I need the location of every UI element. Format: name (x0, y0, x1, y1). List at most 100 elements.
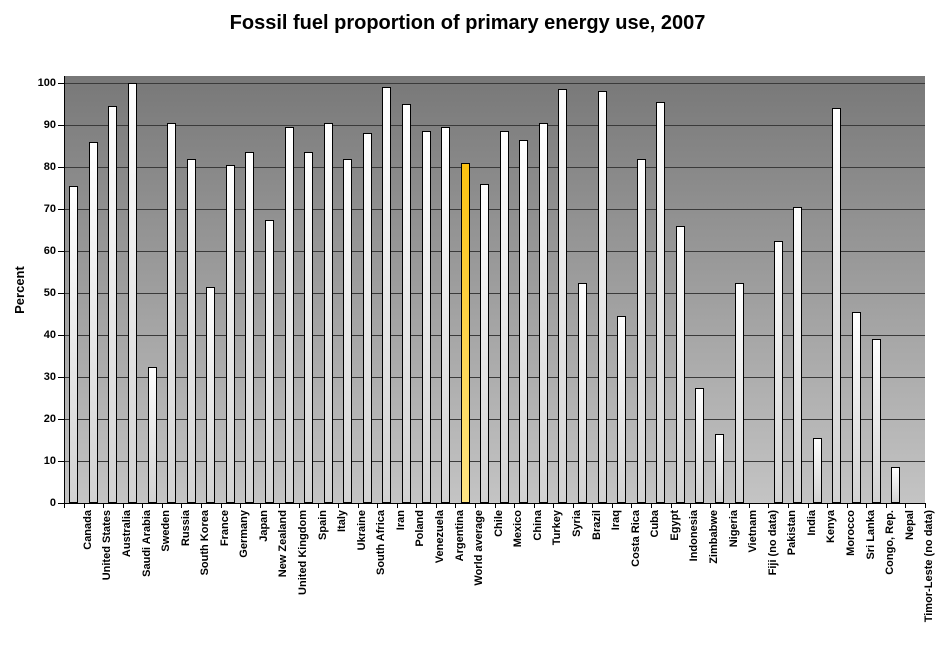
x-axis-tick (670, 503, 672, 508)
x-axis-tick (905, 503, 907, 508)
bar (382, 87, 392, 503)
x-axis-tick (220, 503, 222, 508)
x-tick-label: Vietnam (747, 510, 760, 553)
y-axis-line (64, 76, 65, 504)
bar (362, 133, 372, 503)
bar (323, 122, 333, 503)
x-axis-tick (925, 503, 926, 508)
gridline-30 (64, 377, 925, 378)
bar (167, 122, 177, 503)
y-tick-label: 80 (43, 161, 56, 173)
x-tick-label: Italy (336, 510, 349, 533)
x-tick-label: United Kingdom (297, 510, 310, 595)
x-tick-label: United States (101, 510, 114, 581)
bar (480, 183, 490, 503)
x-axis-tick (259, 503, 261, 508)
x-axis-tick (455, 503, 457, 508)
x-axis-tick (396, 503, 398, 508)
x-axis-tick (181, 503, 183, 508)
x-axis-tick (885, 503, 887, 508)
x-axis-tick (83, 503, 85, 508)
x-axis-tick (768, 503, 770, 508)
bar (636, 158, 646, 503)
bar (773, 240, 783, 503)
gridline-70 (64, 209, 925, 210)
bar (597, 91, 607, 503)
bar (793, 206, 803, 503)
bar (147, 366, 157, 503)
x-tick-label: Costa Rica (629, 510, 642, 567)
bar (832, 108, 842, 503)
gridline-100 (64, 83, 925, 84)
bar (304, 152, 314, 503)
bar (284, 127, 294, 503)
x-axis-tick (494, 503, 496, 508)
bar (519, 139, 529, 503)
bar (264, 219, 274, 503)
x-axis-tick (827, 503, 829, 508)
x-tick-label: Germany (238, 510, 251, 558)
x-axis-tick (416, 503, 418, 508)
x-tick-label: Japan (257, 510, 270, 542)
y-axis-tick (58, 83, 64, 84)
x-tick-label: Iraq (610, 510, 623, 531)
y-axis-tick (58, 419, 64, 420)
y-axis-tick (58, 125, 64, 126)
x-axis-tick (357, 503, 359, 508)
x-axis-tick (337, 503, 339, 508)
x-tick-label: Canada (81, 510, 94, 550)
x-tick-label: Indonesia (688, 510, 701, 562)
y-axis-tick (58, 461, 64, 462)
bar (617, 316, 627, 503)
bar (578, 282, 588, 503)
x-tick-label: Egypt (668, 510, 681, 541)
y-tick-label: 30 (43, 371, 56, 383)
bar (499, 131, 509, 503)
bar (734, 282, 744, 503)
x-tick-label: Nepal (903, 510, 916, 540)
bar (891, 467, 901, 503)
y-tick-label: 40 (43, 329, 56, 341)
x-tick-label: New Zealand (277, 510, 290, 578)
x-tick-label: China (531, 510, 544, 541)
x-axis-tick (377, 503, 379, 508)
x-tick-label: India (805, 510, 818, 536)
x-axis-tick (592, 503, 594, 508)
x-axis-tick (474, 503, 476, 508)
gridline-10 (64, 461, 925, 462)
x-axis-tick (807, 503, 809, 508)
x-tick-label: Kenya (825, 510, 838, 544)
bar (108, 106, 118, 503)
x-axis-tick (514, 503, 516, 508)
x-axis-tick (64, 503, 65, 508)
bar (88, 141, 98, 503)
gridline-90 (64, 125, 925, 126)
x-axis-tick (866, 503, 868, 508)
chart-title: Fossil fuel proportion of primary energy… (229, 12, 706, 34)
x-tick-label: Iran (394, 510, 407, 531)
bar (675, 225, 685, 503)
x-axis-tick (435, 503, 437, 508)
x-axis-tick (709, 503, 711, 508)
y-axis-tick (58, 503, 64, 504)
x-axis-tick (318, 503, 320, 508)
x-tick-label: Congo, Rep. (884, 510, 897, 575)
y-tick-label: 70 (43, 203, 56, 215)
x-tick-label: Chile (492, 510, 505, 537)
bar (127, 83, 137, 503)
bar (343, 158, 353, 503)
x-tick-label: South Africa (375, 510, 388, 575)
x-tick-label: Venezuela (434, 510, 446, 564)
bar (401, 104, 411, 503)
x-tick-label: Cuba (649, 510, 662, 538)
x-tick-label: Saudi Arabia (140, 510, 153, 577)
x-axis-tick (611, 503, 613, 508)
x-tick-label: Syria (570, 510, 583, 537)
x-tick-label: Sri Lanka (864, 510, 877, 560)
x-axis-tick (122, 503, 124, 508)
x-axis-tick (161, 503, 163, 508)
bar (656, 101, 666, 503)
x-axis-tick (729, 503, 731, 508)
x-axis-tick (631, 503, 633, 508)
x-tick-label: Nigeria (727, 510, 740, 548)
